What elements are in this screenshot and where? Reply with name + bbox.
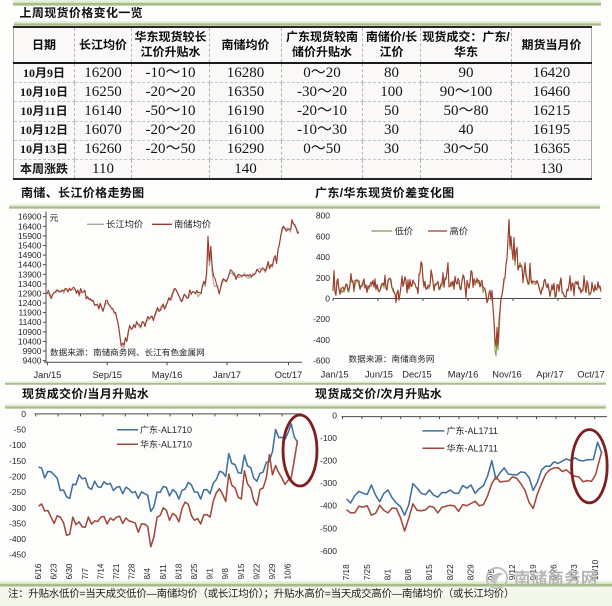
svg-text:-100: -100 bbox=[9, 440, 26, 450]
svg-text:-200: -200 bbox=[9, 472, 26, 482]
svg-text:8/22: 8/22 bbox=[446, 564, 455, 580]
svg-text:7/7: 7/7 bbox=[81, 568, 90, 580]
svg-text:9/8: 9/8 bbox=[221, 568, 230, 580]
svg-text:Nov/16: Nov/16 bbox=[492, 370, 521, 380]
svg-text:-600: -600 bbox=[320, 546, 337, 556]
svg-text:Jun/15: Jun/15 bbox=[365, 370, 393, 380]
svg-text:0: 0 bbox=[332, 411, 337, 421]
svg-text:8/1: 8/1 bbox=[384, 568, 393, 580]
svg-text:0: 0 bbox=[21, 409, 26, 419]
svg-text:9/22: 9/22 bbox=[252, 563, 261, 579]
svg-text:400: 400 bbox=[316, 252, 330, 262]
svg-text:数据来源：南储商务网: 数据来源：南储商务网 bbox=[349, 354, 435, 364]
svg-text:11400: 11400 bbox=[18, 317, 41, 327]
svg-text:-300: -300 bbox=[9, 503, 26, 513]
svg-text:低价: 低价 bbox=[395, 226, 414, 236]
svg-text:-150: -150 bbox=[9, 456, 26, 466]
svg-text:11900: 11900 bbox=[18, 308, 41, 318]
svg-text:May/16: May/16 bbox=[152, 370, 183, 380]
svg-text:12400: 12400 bbox=[18, 298, 42, 308]
svg-text:6/30: 6/30 bbox=[65, 563, 74, 579]
svg-text:广东-AL1710: 广东-AL1710 bbox=[140, 425, 192, 435]
svg-text:7/14: 7/14 bbox=[96, 563, 105, 579]
svg-text:长江均价: 长江均价 bbox=[106, 220, 144, 230]
svg-text:7/18: 7/18 bbox=[342, 564, 351, 580]
svg-text:-50: -50 bbox=[14, 425, 27, 435]
svg-text:-100: -100 bbox=[320, 433, 337, 443]
svg-text:9900: 9900 bbox=[23, 346, 42, 356]
svg-text:8/8: 8/8 bbox=[404, 568, 413, 580]
svg-text:15400: 15400 bbox=[18, 241, 42, 251]
svg-text:-400: -400 bbox=[313, 335, 330, 345]
svg-text:-500: -500 bbox=[320, 523, 337, 533]
svg-text:9/29: 9/29 bbox=[268, 563, 277, 579]
svg-text:Oct/17: Oct/17 bbox=[577, 370, 604, 380]
svg-text:9/26: 9/26 bbox=[550, 564, 559, 580]
svg-text:Dec/15: Dec/15 bbox=[402, 370, 431, 380]
svg-text:华东-AL1711: 华东-AL1711 bbox=[447, 444, 498, 454]
svg-text:数据来源：南储商务网、长江有色金属网: 数据来源：南储商务网、长江有色金属网 bbox=[50, 348, 205, 358]
svg-text:9/19: 9/19 bbox=[529, 564, 538, 580]
svg-text:8/4: 8/4 bbox=[143, 568, 152, 580]
svg-text:7/21: 7/21 bbox=[112, 563, 121, 579]
svg-text:-250: -250 bbox=[9, 487, 26, 497]
svg-text:8/15: 8/15 bbox=[425, 564, 434, 580]
svg-text:10/3: 10/3 bbox=[570, 564, 579, 580]
svg-text:9/5: 9/5 bbox=[487, 568, 496, 580]
svg-text:-450: -450 bbox=[9, 550, 26, 560]
svg-text:Oct/17: Oct/17 bbox=[275, 370, 302, 380]
svg-text:Jan/15: Jan/15 bbox=[321, 370, 349, 380]
svg-text:南储商务网: 南储商务网 bbox=[514, 569, 598, 588]
svg-text:-400: -400 bbox=[320, 501, 337, 511]
svg-text:Jan/15: Jan/15 bbox=[33, 370, 61, 380]
svg-text:9/12: 9/12 bbox=[508, 564, 517, 580]
svg-text:10/6: 10/6 bbox=[284, 563, 293, 579]
svg-text:13400: 13400 bbox=[18, 279, 42, 289]
svg-text:-600: -600 bbox=[313, 356, 330, 366]
svg-text:-300: -300 bbox=[320, 478, 337, 488]
svg-text:8/18: 8/18 bbox=[174, 563, 183, 579]
svg-text:Sep/15: Sep/15 bbox=[92, 370, 121, 380]
svg-text:200: 200 bbox=[316, 273, 330, 283]
svg-text:元: 元 bbox=[49, 213, 58, 223]
svg-text:May/16: May/16 bbox=[448, 370, 479, 380]
svg-text:800: 800 bbox=[316, 211, 330, 221]
svg-text:10/10: 10/10 bbox=[591, 559, 600, 580]
svg-text:10900: 10900 bbox=[18, 327, 42, 337]
svg-text:6/23: 6/23 bbox=[50, 563, 59, 579]
svg-text:7/28: 7/28 bbox=[128, 563, 137, 579]
svg-text:9/15: 9/15 bbox=[237, 563, 246, 579]
svg-text:13900: 13900 bbox=[18, 269, 42, 279]
svg-text:16900: 16900 bbox=[18, 212, 42, 222]
svg-text:高价: 高价 bbox=[450, 226, 469, 236]
svg-text:14400: 14400 bbox=[18, 260, 42, 270]
svg-text:-200: -200 bbox=[313, 314, 330, 324]
svg-text:9400: 9400 bbox=[23, 356, 42, 366]
svg-text:-400: -400 bbox=[9, 534, 26, 544]
svg-text:10400: 10400 bbox=[18, 336, 42, 346]
svg-text:16400: 16400 bbox=[18, 221, 42, 231]
svg-text:8/29: 8/29 bbox=[467, 564, 476, 580]
svg-text:-350: -350 bbox=[9, 518, 26, 528]
svg-text:9/1: 9/1 bbox=[206, 568, 215, 580]
svg-text:广东-AL1711: 广东-AL1711 bbox=[447, 426, 498, 436]
svg-text:8/25: 8/25 bbox=[190, 563, 199, 579]
svg-text:7/25: 7/25 bbox=[363, 564, 372, 580]
svg-text:Apr/17: Apr/17 bbox=[536, 370, 563, 380]
svg-text:6/16: 6/16 bbox=[34, 563, 43, 579]
svg-text:8/11: 8/11 bbox=[159, 564, 168, 580]
svg-text:15900: 15900 bbox=[18, 231, 42, 241]
svg-text:-200: -200 bbox=[320, 456, 337, 466]
svg-text:Jan/17: Jan/17 bbox=[213, 370, 241, 380]
svg-text:0: 0 bbox=[325, 294, 330, 304]
svg-text:14900: 14900 bbox=[18, 250, 42, 260]
svg-text:华东-AL1710: 华东-AL1710 bbox=[140, 440, 192, 450]
svg-text:12900: 12900 bbox=[18, 288, 42, 298]
svg-text:600: 600 bbox=[316, 231, 330, 241]
svg-text:南储均价: 南储均价 bbox=[174, 220, 212, 230]
